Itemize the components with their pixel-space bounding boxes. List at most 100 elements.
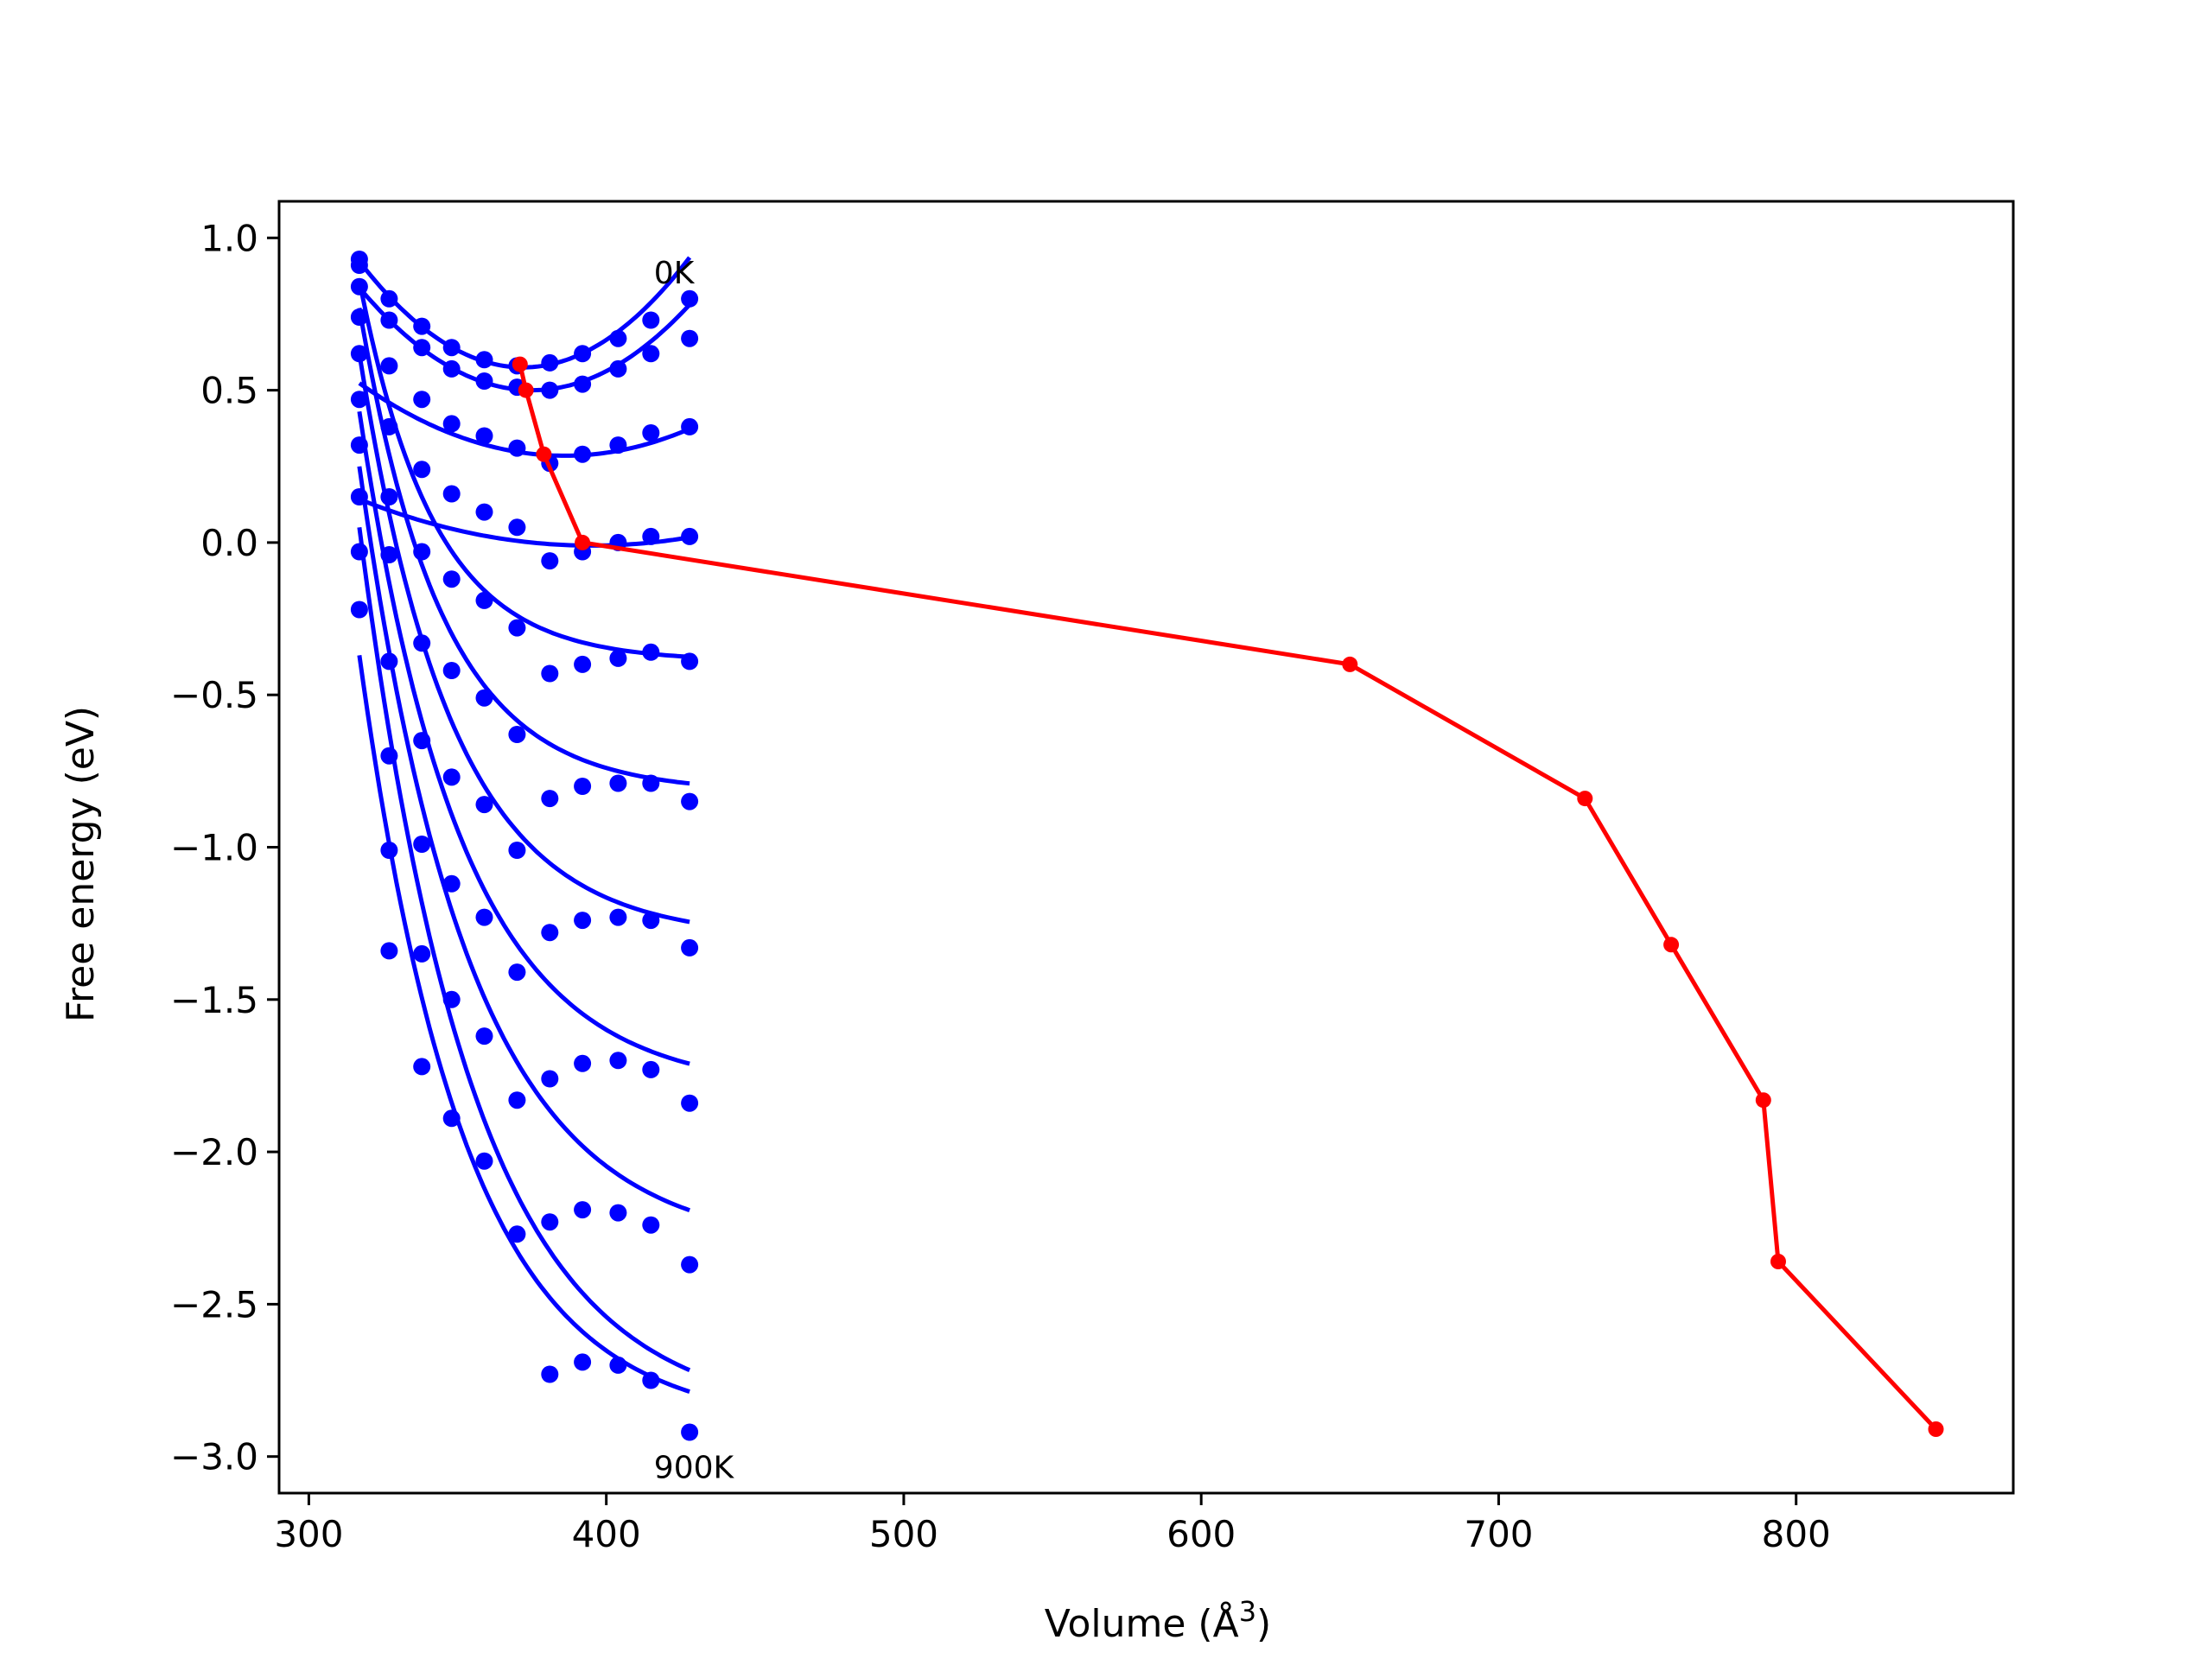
data-point (442, 339, 461, 357)
data-point (475, 503, 493, 521)
data-point (380, 942, 398, 960)
data-point (442, 768, 461, 786)
data-point (475, 1152, 493, 1170)
data-point (350, 345, 368, 363)
data-point (609, 1204, 627, 1222)
data-point (642, 527, 660, 545)
data-point (380, 842, 398, 859)
data-point (681, 1423, 699, 1441)
data-point (574, 1353, 592, 1371)
data-point (508, 963, 526, 982)
data-point (609, 649, 627, 667)
data-point (541, 790, 559, 808)
minima-point (1342, 656, 1358, 672)
data-point (442, 359, 461, 378)
data-point (413, 339, 431, 357)
data-point (442, 990, 461, 1008)
data-point (380, 417, 398, 435)
data-points (350, 251, 699, 1441)
minima-point (575, 534, 591, 550)
data-point (475, 591, 493, 609)
x-tick-label: 500 (869, 1513, 938, 1555)
data-point (475, 908, 493, 926)
data-point (681, 289, 699, 308)
fit-curve (357, 410, 690, 1066)
data-point (541, 1213, 559, 1231)
data-point (609, 1052, 627, 1070)
data-point (380, 289, 398, 308)
data-point (609, 908, 627, 926)
data-point (380, 747, 398, 765)
y-tick-label: −0.5 (170, 674, 258, 716)
data-point (609, 436, 627, 454)
data-point (642, 424, 660, 442)
data-point (508, 1091, 526, 1109)
data-point (642, 1060, 660, 1078)
data-point (442, 485, 461, 503)
data-point (350, 543, 368, 561)
data-point (442, 874, 461, 893)
data-point (350, 391, 368, 409)
data-point (380, 357, 398, 375)
temperature-annotation: 900K (654, 1450, 735, 1485)
data-point (574, 655, 592, 673)
minima-point (518, 382, 534, 398)
data-point (609, 774, 627, 792)
minima-point (536, 446, 552, 462)
data-point (475, 427, 493, 445)
fit-curve (357, 466, 690, 1213)
data-point (541, 381, 559, 399)
minima-point (1755, 1092, 1771, 1109)
y-axis-label: Free energy (eV) (59, 706, 103, 1022)
data-point (574, 345, 592, 363)
data-point (508, 1225, 526, 1243)
x-tick-label: 700 (1464, 1513, 1533, 1555)
data-point (574, 445, 592, 463)
data-point (681, 329, 699, 347)
data-point (681, 792, 699, 810)
data-point (442, 1109, 461, 1128)
y-axis-ticks: 1.0 0.5 0.0 −0.5 −1.0 −1.5 −2.0 −2.5 −3.0 (170, 217, 279, 1478)
data-point (413, 543, 431, 561)
y-tick-label: −1.0 (170, 827, 258, 869)
data-point (475, 796, 493, 814)
x-tick-label: 300 (274, 1513, 343, 1555)
y-tick-label: 1.0 (200, 217, 258, 259)
data-point (609, 1356, 627, 1374)
data-point (642, 1216, 660, 1234)
data-point (508, 726, 526, 743)
y-tick-label: −1.5 (170, 979, 258, 1021)
data-point (413, 732, 431, 750)
data-point (541, 924, 559, 942)
data-point (442, 662, 461, 679)
data-point (574, 1201, 592, 1219)
data-point (541, 353, 559, 372)
y-tick-label: −3.0 (170, 1436, 258, 1478)
data-point (541, 1365, 559, 1383)
data-point (380, 546, 398, 563)
data-point (574, 778, 592, 795)
data-point (574, 375, 592, 393)
fit-curve (358, 381, 691, 458)
data-point (681, 1255, 699, 1274)
data-point (508, 439, 526, 457)
annotations: 0K 900K (654, 256, 735, 1485)
fit-curve (357, 280, 690, 659)
minima-point (1663, 937, 1680, 953)
fit-curve (357, 353, 690, 925)
temperature-annotation: 0K (654, 256, 696, 291)
data-point (380, 488, 398, 505)
minima-path (512, 356, 1944, 1437)
data-point (681, 527, 699, 545)
data-point (508, 518, 526, 537)
data-point (380, 311, 398, 329)
data-point (609, 359, 627, 378)
data-point (681, 417, 699, 435)
fit-curves (357, 256, 692, 1394)
y-tick-label: 0.5 (200, 370, 258, 412)
fit-curve (357, 655, 690, 1394)
data-point (574, 1054, 592, 1072)
minima-point (1770, 1254, 1786, 1269)
